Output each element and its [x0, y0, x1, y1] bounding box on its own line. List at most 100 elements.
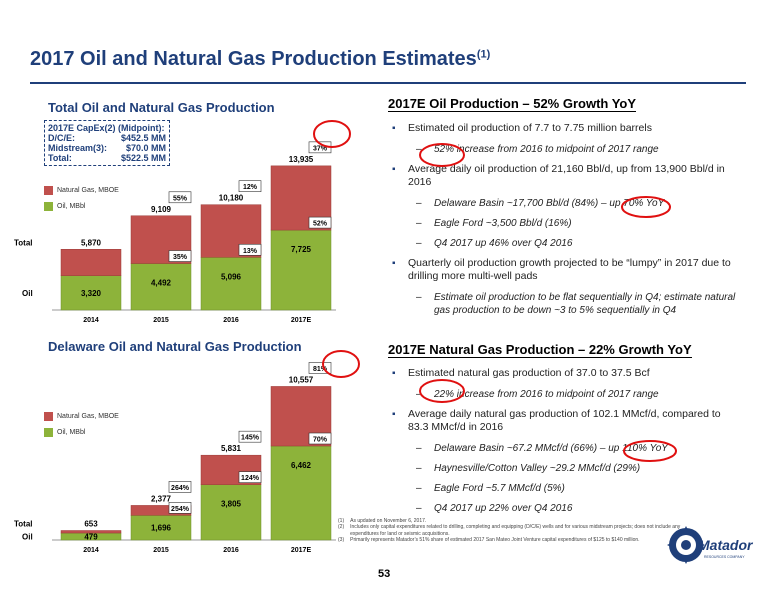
capex-row: D/C/E: $452.5 MM	[48, 133, 166, 143]
legend-item-gas: Natural Gas, MBOE	[44, 412, 119, 421]
legend-label-oil: Oil, MBbl	[57, 203, 86, 210]
oil-bar	[270, 445, 332, 541]
total-growth-label: 55%	[173, 195, 188, 202]
oil-growth-label: 124%	[241, 475, 260, 482]
gas-sub-bullet: Delaware Basin ~67.2 MMcf/d (66%) – up 1…	[390, 442, 742, 455]
oil-sub-bullet: Delaware Basin ~17,700 Bbl/d (84%) – up …	[390, 197, 742, 210]
oil-growth-label: 52%	[313, 221, 328, 228]
matador-logo-mark: Matador RESOURCES COMPANY	[667, 526, 754, 564]
oil-growth-callout	[238, 243, 262, 256]
x-tick-label: 2017E	[291, 317, 312, 324]
legend-swatch-oil	[44, 202, 53, 211]
oil-sub-bullet: 52% increase from 2016 to midpoint of 20…	[390, 143, 742, 156]
total-value-label: 9,109	[151, 205, 172, 214]
capex-value: $452.5 MM	[120, 133, 166, 143]
capex-label: Total:	[48, 153, 72, 163]
gas-bar	[60, 249, 122, 276]
total-growth-callout	[168, 191, 192, 204]
legend-swatch-gas	[44, 412, 53, 421]
total-growth-label: 145%	[241, 435, 260, 442]
total-growth-callout	[238, 180, 262, 192]
total-growth-label: 12%	[243, 184, 258, 191]
footnotes: (1) As updated on November 6, 2017. (2) In…	[338, 518, 698, 543]
oil-bar	[60, 275, 122, 311]
oil-bullet: Quarterly oil production growth projecte…	[390, 257, 742, 283]
total-value-label: 653	[84, 520, 98, 529]
oil-value-label: 4,492	[151, 279, 172, 288]
oil-growth-callout	[168, 502, 192, 514]
total-value-label: 13,935	[289, 155, 314, 164]
oil-value-label: 6,462	[291, 461, 312, 470]
delaware-production-chart: 653 479 2014 2,377 1,696 2015 264% 254% 5,831 3,8…	[14, 362, 336, 554]
logo-tagline: RESOURCES COMPANY	[704, 555, 745, 559]
gas-section-heading: 2017E Natural Gas Production – 22% Growt…	[388, 342, 692, 358]
oil-sub-bullet: Eagle Ford ~3,500 Bbl/d (16%)	[390, 217, 742, 230]
oil-value-label: 3,805	[221, 500, 242, 509]
legend-item-oil: Oil, MBbl	[44, 202, 119, 211]
capex-row: Total: $522.5 MM	[48, 153, 166, 163]
oil-growth-callout	[308, 432, 332, 445]
row-label-oil: Oil	[22, 289, 33, 298]
total-chart-title: Total Oil and Natural Gas Production	[48, 100, 275, 115]
delaware-chart-legend: Natural Gas, MBOE Oil, MBbl	[44, 412, 119, 444]
row-label-total: Total	[14, 520, 33, 529]
legend-swatch-gas	[44, 186, 53, 195]
oil-value-label: 1,696	[151, 524, 172, 533]
oil-bar	[200, 484, 262, 541]
delaware-chart-title: Delaware Oil and Natural Gas Production	[48, 339, 302, 354]
row-label-total: Total	[14, 238, 33, 247]
legend-item-oil: Oil, MBbl	[44, 428, 119, 437]
footnote-text: As updated on November 6, 2017.	[350, 518, 427, 524]
x-tick-label: 2014	[83, 547, 99, 554]
oil-bar	[270, 229, 332, 311]
total-growth-callout	[238, 430, 262, 443]
gas-bullets: Estimated natural gas production of 37.0…	[390, 367, 742, 522]
x-tick-label: 2015	[153, 317, 169, 324]
footnote-text: Primarily represents Matador’s 51% share…	[350, 536, 640, 543]
total-growth-label: 81%	[313, 366, 328, 373]
legend-swatch-oil	[44, 428, 53, 437]
title-rule	[30, 82, 746, 84]
oil-bullet: Estimated oil production of 7.7 to 7.75 …	[390, 122, 742, 135]
total-growth-label: 37%	[313, 145, 328, 152]
total-value-label: 10,557	[289, 375, 314, 384]
footnote-text: Includes only capital expenditures relat…	[350, 524, 681, 537]
capex-row: Midstream(3): $70.0 MM	[48, 143, 166, 153]
legend-item-gas: Natural Gas, MBOE	[44, 186, 119, 195]
oil-growth-callout	[238, 471, 262, 483]
gas-bullet: Estimated natural gas production of 37.0…	[390, 367, 742, 380]
capex-value: $522.5 MM	[120, 153, 166, 163]
gas-sub-bullet: Haynesville/Cotton Valley ~29.2 MMcf/d (…	[390, 462, 742, 475]
footnote-number: (2)	[338, 524, 345, 531]
legend-label-gas: Natural Gas, MBOE	[57, 187, 119, 194]
total-growth-callout	[168, 481, 192, 493]
gas-bar	[130, 215, 192, 264]
footnote: (1) As updated on November 6, 2017.	[338, 518, 698, 524]
oil-section-heading: 2017E Oil Production – 52% Growth YoY	[388, 96, 637, 112]
x-tick-label: 2014	[83, 317, 99, 324]
row-label-oil: Oil	[22, 533, 33, 542]
oil-bullets: Estimated oil production of 7.7 to 7.75 …	[390, 122, 742, 324]
x-tick-label: 2016	[223, 547, 239, 554]
matador-logo: Matador RESOURCES COMPANY	[664, 520, 758, 570]
total-production-chart: 5,870 3,320 2014 9,109 4,492 2015 55% 35% 10,180…	[14, 141, 336, 324]
gas-sub-bullet: Eagle Ford ~5.7 MMcf/d (5%)	[390, 482, 742, 495]
title-footnote-ref: (1)	[476, 48, 491, 61]
oil-growth-callout	[308, 216, 332, 229]
x-tick-label: 2017E	[291, 547, 312, 554]
capex-label: Midstream(3):	[48, 143, 108, 153]
oil-value-label: 3,320	[81, 289, 102, 298]
capex-box: 2017E CapEx(2) (Midpoint): D/C/E: $452.5 …	[44, 120, 170, 166]
total-value-label: 5,831	[221, 444, 242, 453]
oil-bar	[200, 257, 262, 311]
oil-sub-bullet: Estimate oil production to be flat seque…	[390, 291, 742, 317]
gas-sub-bullet: 22% increase from 2016 to midpoint of 20…	[390, 388, 742, 401]
legend-label-gas: Natural Gas, MBOE	[57, 413, 119, 420]
footnote-number: (1)	[338, 518, 345, 524]
total-value-label: 10,180	[219, 194, 244, 203]
gas-bar	[60, 530, 122, 534]
oil-value-label: 7,725	[291, 245, 312, 254]
capex-label: D/C/E:	[48, 133, 75, 143]
oil-value-label: 5,096	[221, 272, 242, 281]
footnote: (2) Includes only capital expenditures re…	[338, 524, 698, 537]
